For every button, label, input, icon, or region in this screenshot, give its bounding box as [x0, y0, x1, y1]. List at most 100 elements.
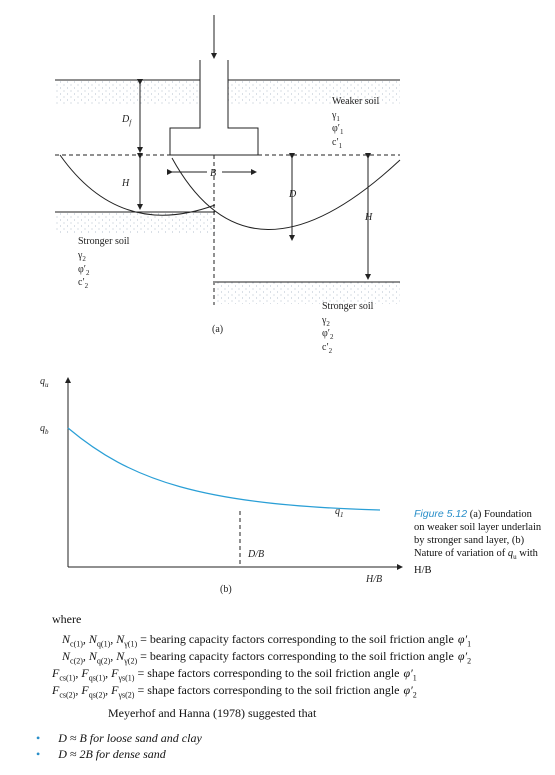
- symbol: N: [62, 649, 71, 663]
- sym: γ: [331, 110, 337, 121]
- figure-label: (a): [212, 324, 223, 335]
- sym: φ′: [322, 328, 330, 339]
- subscript: 1: [412, 673, 417, 683]
- label: qb: [40, 423, 49, 436]
- sub: 1: [340, 511, 344, 519]
- where: where: [52, 612, 82, 626]
- label: B: [210, 168, 216, 179]
- symbol: , F: [75, 666, 89, 680]
- curve: [67, 427, 381, 511]
- sym: q: [40, 423, 45, 434]
- subscript: q(2): [96, 656, 111, 666]
- bullet-dot: •: [36, 731, 41, 745]
- sym: c′: [332, 137, 339, 148]
- subscript: qs(2): [88, 690, 106, 700]
- sym: q: [507, 548, 514, 559]
- subscript: c(1): [70, 639, 83, 649]
- sub: 2: [326, 320, 330, 328]
- figure-a-labels: Weaker soil γ1 φ′1 c′1 Df H B D H Strong…: [77, 96, 379, 355]
- definition: Nc(1), Nq(1), Nγ(1) = bearing capacity fa…: [62, 632, 471, 648]
- label: H: [121, 178, 130, 189]
- label: φ′2: [78, 264, 90, 277]
- label: H: [364, 212, 373, 223]
- sym: q: [40, 376, 45, 387]
- label: Stronger soil: [78, 236, 130, 247]
- subscript: γs(1): [118, 673, 135, 683]
- bullet-text: D ≈ 2B for dense sand: [58, 747, 166, 761]
- definition: Fcs(1), Fqs(1), Fγs(1) = shape factors co…: [52, 666, 417, 682]
- sym: D: [121, 114, 130, 125]
- label: c′2: [322, 342, 333, 355]
- failure-surface: [171, 157, 401, 230]
- subscript: 1: [467, 639, 472, 649]
- sym: q: [335, 506, 340, 517]
- subscript: γ(2): [124, 656, 138, 666]
- label: q1: [335, 506, 344, 519]
- caption-label: Figure 5.12: [414, 508, 468, 520]
- footing: [169, 60, 259, 156]
- soil-texture: [55, 212, 215, 234]
- label: Weaker soil: [332, 96, 379, 107]
- figure-label: (b): [220, 584, 232, 595]
- definition: Nc(2), Nq(2), Nγ(2) = bearing capacity fa…: [62, 649, 471, 665]
- sub: u: [513, 553, 517, 562]
- sub: b: [45, 428, 49, 436]
- symbol: , N: [82, 632, 97, 646]
- symbol: φ′: [457, 632, 468, 646]
- figure-a: [55, 15, 401, 305]
- sym: φ′: [332, 123, 340, 134]
- symbol: F: [52, 666, 60, 680]
- figure: Weaker soil γ1 φ′1 c′1 Df H B D H Strong…: [40, 15, 403, 595]
- soil-texture: [228, 80, 400, 104]
- label: γ1: [331, 110, 340, 123]
- symbol: , F: [105, 683, 119, 697]
- label: γ2: [321, 315, 330, 328]
- caption-text: (a) Foundation on weaker soil layer unde…: [414, 509, 542, 559]
- sub: 2: [329, 347, 333, 355]
- symbol: , N: [110, 632, 125, 646]
- definition-text: = shape factors corresponding to the soi…: [137, 683, 400, 697]
- sub: 1: [339, 142, 343, 150]
- definition-text: = bearing capacity factors corresponding…: [140, 632, 454, 646]
- label: φ′2: [322, 328, 334, 341]
- subscript: γ(1): [124, 639, 138, 649]
- subscript: 2: [412, 690, 417, 700]
- definition-text: = shape factors corresponding to the soi…: [137, 666, 400, 680]
- symbol: φ′: [457, 649, 468, 663]
- bullet: • D ≈ 2B for dense sand: [36, 747, 166, 762]
- subscript: qs(1): [88, 673, 106, 683]
- figure-b: [65, 377, 403, 570]
- sub: f: [129, 119, 132, 127]
- subscript: cs(2): [59, 690, 76, 700]
- sym: c′: [78, 277, 85, 288]
- label: γ2: [77, 250, 86, 263]
- axis-label: qu: [40, 376, 49, 389]
- symbol: N: [62, 632, 71, 646]
- caption-text: with H/B: [414, 548, 538, 577]
- label: D: [288, 189, 297, 200]
- symbol: , F: [75, 683, 89, 697]
- failure-surface: [59, 154, 216, 216]
- label: φ′1: [332, 123, 344, 136]
- sym: γ: [77, 250, 83, 261]
- label: c′2: [78, 277, 89, 290]
- sub: 2: [85, 282, 89, 290]
- definition: Fcs(2), Fqs(2), Fγs(2) = shape factors co…: [52, 683, 417, 699]
- label: c′1: [332, 137, 343, 150]
- symbol: , F: [105, 666, 119, 680]
- symbol: φ′: [403, 683, 413, 697]
- sentence: Meyerhof and Hanna (1978) suggested that: [108, 706, 317, 720]
- sub: 1: [336, 115, 340, 123]
- label: D/B: [247, 549, 264, 560]
- soil-texture: [215, 282, 400, 304]
- sym: φ′: [78, 264, 86, 275]
- bullet-dot: •: [36, 747, 41, 761]
- sub: u: [45, 381, 49, 389]
- subscript: q(1): [96, 639, 111, 649]
- subscript: 2: [467, 656, 472, 666]
- sym: c′: [322, 342, 329, 353]
- bullet: • D ≈ B for loose sand and clay: [36, 731, 202, 746]
- sym: γ: [321, 315, 327, 326]
- symbol: φ′: [403, 666, 413, 680]
- sub: 2: [330, 333, 334, 341]
